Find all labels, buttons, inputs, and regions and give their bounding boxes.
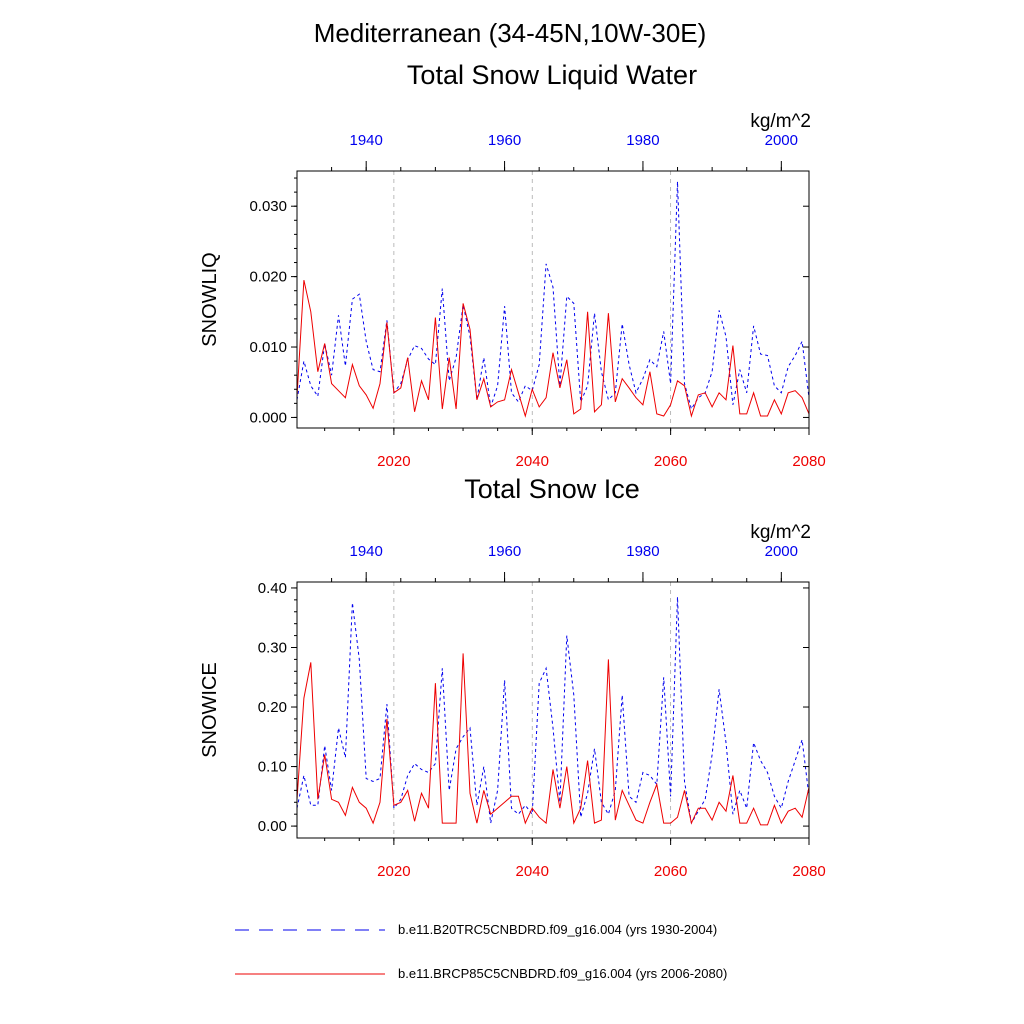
chart-title-snowliq: Total Snow Liquid Water xyxy=(406,60,698,90)
plot-frame xyxy=(296,581,810,839)
x-tick-label-bottom: 2040 xyxy=(516,863,549,880)
legend-historical-label: b.e11.B20TRC5CNBDRD.f09_g16.004 (yrs 193… xyxy=(398,922,717,937)
series-historical-line xyxy=(296,596,810,825)
x-tick-label-bottom: 2060 xyxy=(654,453,687,470)
legend-future-label: b.e11.BRCP85C5CNBDRD.f09_g16.004 (yrs 20… xyxy=(398,966,727,981)
y-tick-label: 0.020 xyxy=(249,269,287,286)
y-tick-label: 0.30 xyxy=(258,639,287,656)
x-tick-label-top: 1980 xyxy=(626,543,659,560)
series-future-line xyxy=(296,653,810,826)
x-tick-label-bottom: 2060 xyxy=(654,863,687,880)
series-historical-line xyxy=(296,181,810,411)
y-axis-label: SNOWICE xyxy=(199,662,221,758)
x-tick-label-top: 1980 xyxy=(626,132,659,149)
chart-title-snowice: Total Snow Ice xyxy=(464,474,640,504)
y-tick-label: 0.00 xyxy=(258,818,287,835)
x-tick-label-bottom: 2020 xyxy=(377,863,410,880)
x-tick-label-bottom: 2040 xyxy=(516,453,549,470)
x-tick-label-bottom: 2080 xyxy=(792,863,825,880)
x-tick-label-top: 1940 xyxy=(350,132,383,149)
region-title: Mediterranean (34-45N,10W-30E) xyxy=(313,18,707,48)
plot-frame xyxy=(296,170,810,429)
panel-snowice: 0.00 0.10 0.20 0.30 0.40 2020 2040 2060 2080 1940… xyxy=(199,522,826,880)
y-tick-label: 0.010 xyxy=(249,339,287,356)
units-label: kg/m^2 xyxy=(750,111,811,132)
x-tick-label-top: 2000 xyxy=(765,132,798,149)
y-tick-label: 0.10 xyxy=(258,759,287,776)
y-tick-label: 0.20 xyxy=(258,699,287,716)
series-future-line xyxy=(296,279,810,418)
y-tick-label: 0.000 xyxy=(249,409,287,426)
y-tick-label: 0.40 xyxy=(258,580,287,597)
y-tick-label: 0.030 xyxy=(249,198,287,215)
x-tick-label-bottom: 2020 xyxy=(377,453,410,470)
x-tick-label-top: 1940 xyxy=(350,543,383,560)
x-tick-label-top: 2000 xyxy=(765,543,798,560)
x-tick-label-bottom: 2080 xyxy=(792,453,825,470)
units-label: kg/m^2 xyxy=(750,522,811,543)
x-tick-label-top: 1960 xyxy=(488,543,521,560)
panel-snowliq: 0.000 0.010 0.020 0.030 2020 2040 2060 2080 1940… xyxy=(199,111,826,470)
x-tick-label-top: 1960 xyxy=(488,132,521,149)
legend: b.e11.B20TRC5CNBDRD.f09_g16.004 (yrs 193… xyxy=(235,922,727,981)
y-axis-label: SNOWLIQ xyxy=(199,252,221,346)
